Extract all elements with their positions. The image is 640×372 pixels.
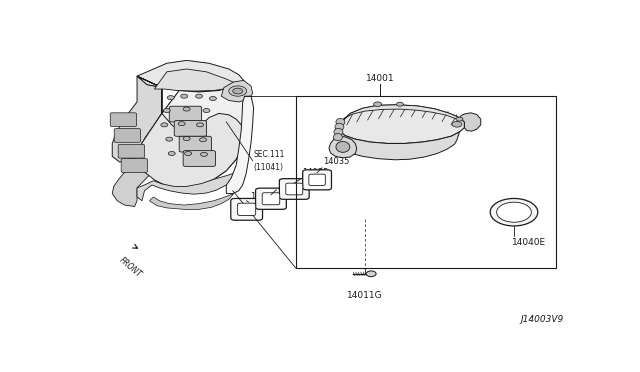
Circle shape (497, 202, 531, 222)
Circle shape (180, 94, 188, 98)
Circle shape (374, 102, 381, 106)
Text: 14035: 14035 (323, 157, 349, 166)
Circle shape (163, 109, 170, 112)
Polygon shape (227, 96, 253, 193)
Circle shape (209, 96, 216, 100)
Circle shape (396, 102, 403, 106)
Polygon shape (338, 121, 460, 160)
FancyBboxPatch shape (286, 183, 303, 195)
Polygon shape (137, 76, 251, 189)
FancyBboxPatch shape (118, 144, 145, 158)
Circle shape (166, 137, 173, 141)
Circle shape (196, 123, 204, 127)
Ellipse shape (336, 141, 350, 153)
Circle shape (196, 94, 202, 98)
FancyBboxPatch shape (114, 129, 141, 142)
Circle shape (185, 151, 191, 155)
Ellipse shape (333, 134, 342, 141)
Circle shape (167, 96, 174, 100)
Polygon shape (329, 136, 356, 158)
FancyBboxPatch shape (280, 179, 309, 199)
Polygon shape (137, 172, 236, 201)
Text: SEC.111: SEC.111 (253, 150, 285, 159)
FancyBboxPatch shape (179, 136, 211, 152)
Text: 14035: 14035 (250, 192, 276, 201)
FancyBboxPatch shape (231, 198, 262, 220)
FancyBboxPatch shape (121, 158, 147, 172)
FancyBboxPatch shape (110, 113, 136, 126)
Circle shape (366, 271, 376, 277)
Polygon shape (221, 80, 253, 102)
Circle shape (490, 198, 538, 226)
Polygon shape (112, 113, 162, 206)
Circle shape (183, 107, 190, 111)
Text: 14035: 14035 (277, 179, 304, 189)
Circle shape (456, 117, 463, 121)
FancyBboxPatch shape (303, 170, 332, 190)
Circle shape (168, 151, 175, 155)
Text: 14040E: 14040E (511, 238, 546, 247)
FancyBboxPatch shape (237, 203, 256, 215)
Circle shape (200, 153, 207, 156)
FancyBboxPatch shape (183, 151, 216, 166)
Polygon shape (112, 76, 162, 162)
Polygon shape (460, 113, 481, 131)
Circle shape (203, 109, 210, 112)
Polygon shape (150, 193, 234, 209)
Circle shape (161, 123, 168, 127)
Polygon shape (154, 69, 239, 91)
Circle shape (452, 121, 462, 127)
FancyBboxPatch shape (169, 106, 202, 122)
Circle shape (200, 138, 207, 142)
Text: 14035: 14035 (302, 168, 328, 177)
Circle shape (183, 137, 190, 141)
Circle shape (229, 86, 246, 96)
Circle shape (233, 88, 243, 94)
Bar (296, 96, 556, 268)
FancyBboxPatch shape (174, 121, 207, 136)
Polygon shape (342, 105, 460, 122)
Polygon shape (129, 113, 244, 188)
Text: 14001: 14001 (366, 74, 394, 83)
Text: J14003V9: J14003V9 (520, 315, 564, 324)
Text: (11041): (11041) (253, 163, 284, 172)
Ellipse shape (334, 128, 343, 135)
FancyBboxPatch shape (262, 193, 280, 205)
Polygon shape (338, 105, 465, 144)
Text: 14011G: 14011G (348, 291, 383, 300)
Circle shape (178, 122, 185, 126)
Polygon shape (137, 60, 244, 92)
FancyBboxPatch shape (255, 188, 286, 209)
Ellipse shape (335, 123, 344, 131)
Text: FRONT: FRONT (117, 255, 143, 279)
FancyBboxPatch shape (309, 174, 325, 186)
Ellipse shape (336, 118, 345, 126)
